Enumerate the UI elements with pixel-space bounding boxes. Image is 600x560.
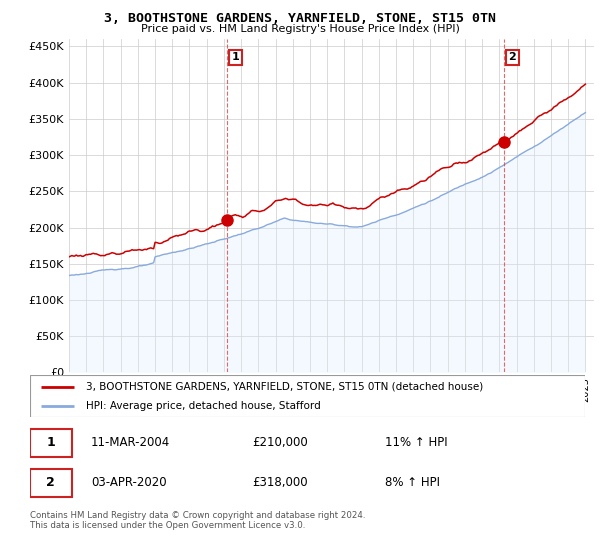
Text: 2: 2 [46,477,55,489]
Text: 2: 2 [508,52,516,62]
Text: Price paid vs. HM Land Registry's House Price Index (HPI): Price paid vs. HM Land Registry's House … [140,24,460,34]
Text: 8% ↑ HPI: 8% ↑ HPI [385,477,440,489]
Text: 1: 1 [46,436,55,450]
Text: £318,000: £318,000 [252,477,308,489]
FancyBboxPatch shape [30,469,71,497]
Text: 11-MAR-2004: 11-MAR-2004 [91,436,170,450]
Text: 3, BOOTHSTONE GARDENS, YARNFIELD, STONE, ST15 0TN (detached house): 3, BOOTHSTONE GARDENS, YARNFIELD, STONE,… [86,381,483,391]
Text: 03-APR-2020: 03-APR-2020 [91,477,167,489]
Text: Contains HM Land Registry data © Crown copyright and database right 2024.
This d: Contains HM Land Registry data © Crown c… [30,511,365,530]
Text: HPI: Average price, detached house, Stafford: HPI: Average price, detached house, Staf… [86,401,320,411]
Text: 1: 1 [232,52,239,62]
FancyBboxPatch shape [30,430,71,456]
Text: £210,000: £210,000 [252,436,308,450]
Text: 3, BOOTHSTONE GARDENS, YARNFIELD, STONE, ST15 0TN: 3, BOOTHSTONE GARDENS, YARNFIELD, STONE,… [104,12,496,25]
Text: 11% ↑ HPI: 11% ↑ HPI [385,436,448,450]
